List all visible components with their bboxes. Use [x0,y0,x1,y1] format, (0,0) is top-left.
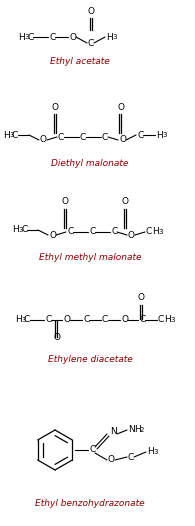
Text: N: N [128,426,135,434]
Text: H: H [134,426,141,434]
Text: 3: 3 [158,229,162,235]
Text: 3: 3 [24,34,28,40]
Text: 2: 2 [140,427,144,433]
Text: O: O [88,6,95,15]
Text: C: C [89,446,95,454]
Text: 3: 3 [9,132,13,138]
Text: O: O [53,333,60,342]
Text: 3: 3 [162,132,167,138]
Text: C: C [83,316,89,325]
Text: Ethyl benzohydrazonate: Ethyl benzohydrazonate [35,500,145,509]
Text: O: O [122,197,129,207]
Text: O: O [62,197,69,207]
Text: O: O [117,103,124,112]
Text: N: N [110,428,117,437]
Text: Ethyl acetate: Ethyl acetate [50,57,110,66]
Text: H: H [152,228,159,237]
Text: O: O [69,33,76,42]
Text: Ethylene diacetate: Ethylene diacetate [48,356,132,365]
Text: C: C [111,228,117,237]
Text: C: C [128,452,134,461]
Text: C: C [27,33,33,42]
Text: O: O [128,230,135,239]
Text: C: C [80,133,86,141]
Text: H: H [12,226,19,235]
Text: C: C [139,316,145,325]
Text: C: C [88,38,94,47]
Text: O: O [119,136,126,145]
Text: C: C [89,228,95,237]
Text: H: H [18,33,25,42]
Text: O: O [121,316,128,325]
Text: H: H [3,130,10,139]
Text: 3: 3 [153,449,158,455]
Text: Diethyl malonate: Diethyl malonate [51,158,129,167]
Text: O: O [63,316,70,325]
Text: C: C [24,316,30,325]
Text: H: H [147,448,154,457]
Text: O: O [52,103,59,112]
Text: H: H [15,316,22,325]
Text: C: C [137,130,143,139]
Text: 3: 3 [21,317,26,323]
Text: O: O [49,230,56,239]
Text: H: H [164,316,171,325]
Text: C: C [146,228,152,237]
Text: O: O [108,456,115,464]
Text: C: C [58,133,64,141]
Text: C: C [102,316,108,325]
Text: C: C [49,33,55,42]
Text: C: C [67,228,73,237]
Text: Ethyl methyl malonate: Ethyl methyl malonate [39,254,141,262]
Text: 3: 3 [170,317,175,323]
Text: C: C [102,133,108,141]
Text: O: O [40,136,47,145]
Text: H: H [156,130,163,139]
Text: 3: 3 [18,227,22,233]
Text: C: C [45,316,51,325]
Text: H: H [106,33,113,42]
Text: 3: 3 [112,34,116,40]
Text: C: C [21,226,27,235]
Text: C: C [158,316,164,325]
Text: O: O [138,294,145,302]
Text: C: C [12,130,18,139]
